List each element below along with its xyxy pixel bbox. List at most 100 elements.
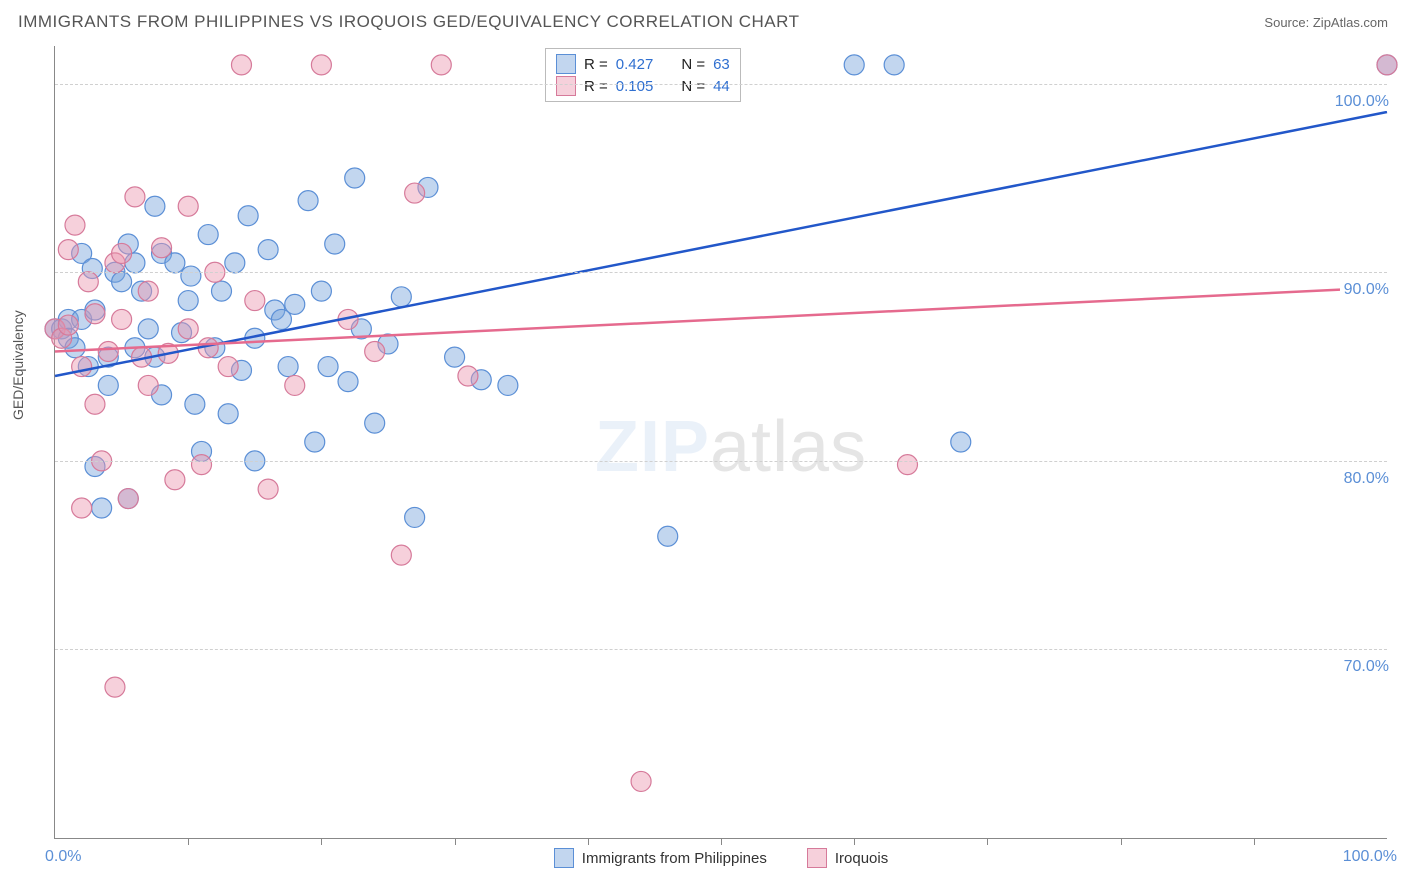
- scatter-point-philippines: [198, 225, 218, 245]
- scatter-point-philippines: [285, 294, 305, 314]
- scatter-point-iroquois: [138, 375, 158, 395]
- scatter-point-iroquois: [118, 489, 138, 509]
- scatter-point-iroquois: [58, 240, 78, 260]
- r-value-philippines: 0.427: [616, 56, 654, 73]
- scatter-point-philippines: [498, 375, 518, 395]
- y-axis-title: GED/Equivalency: [10, 310, 26, 420]
- scatter-point-iroquois: [405, 183, 425, 203]
- scatter-point-iroquois: [458, 366, 478, 386]
- scatter-point-iroquois: [65, 215, 85, 235]
- scatter-point-philippines: [338, 372, 358, 392]
- x-axis-tick: [1254, 838, 1255, 845]
- scatter-point-iroquois: [431, 55, 451, 75]
- scatter-point-iroquois: [72, 357, 92, 377]
- scatter-point-philippines: [844, 55, 864, 75]
- scatter-point-iroquois: [72, 498, 92, 518]
- chart-title: IMMIGRANTS FROM PHILIPPINES VS IROQUOIS …: [18, 12, 799, 32]
- scatter-point-iroquois: [178, 319, 198, 339]
- scatter-point-philippines: [445, 347, 465, 367]
- scatter-point-iroquois: [125, 187, 145, 207]
- scatter-point-philippines: [298, 191, 318, 211]
- gridline-h: [55, 272, 1387, 273]
- swatch-blue-icon: [554, 848, 574, 868]
- trend-line-philippines: [55, 112, 1387, 376]
- x-axis-tick: [188, 838, 189, 845]
- stats-legend-box: R = 0.427 N = 63 R = 0.105 N = 44: [545, 48, 741, 102]
- x-axis-tick: [455, 838, 456, 845]
- scatter-point-iroquois: [285, 375, 305, 395]
- scatter-point-iroquois: [165, 470, 185, 490]
- scatter-point-iroquois: [231, 55, 251, 75]
- x-axis-tick: [1121, 838, 1122, 845]
- scatter-point-iroquois: [138, 281, 158, 301]
- scatter-point-philippines: [365, 413, 385, 433]
- scatter-point-philippines: [318, 357, 338, 377]
- scatter-point-philippines: [345, 168, 365, 188]
- scatter-point-philippines: [185, 394, 205, 414]
- scatter-point-philippines: [305, 432, 325, 452]
- legend-item-iroquois: Iroquois: [807, 848, 888, 868]
- source-attribution: Source: ZipAtlas.com: [1264, 15, 1388, 30]
- x-axis-tick: [721, 838, 722, 845]
- stats-row-philippines: R = 0.427 N = 63: [556, 53, 730, 75]
- chart-plot-area: R = 0.427 N = 63 R = 0.105 N = 44 ZIPatl…: [54, 46, 1387, 839]
- x-axis-tick: [854, 838, 855, 845]
- scatter-point-philippines: [884, 55, 904, 75]
- scatter-point-iroquois: [897, 455, 917, 475]
- gridline-h: [55, 84, 1387, 85]
- scatter-point-philippines: [218, 404, 238, 424]
- n-value-iroquois: 44: [713, 78, 730, 95]
- scatter-point-iroquois: [85, 304, 105, 324]
- swatch-pink-icon: [807, 848, 827, 868]
- scatter-plot-svg: [55, 46, 1387, 838]
- scatter-point-iroquois: [311, 55, 331, 75]
- swatch-blue-icon: [556, 54, 576, 74]
- scatter-point-iroquois: [112, 309, 132, 329]
- scatter-point-iroquois: [365, 341, 385, 361]
- scatter-point-philippines: [238, 206, 258, 226]
- legend-label-philippines: Immigrants from Philippines: [582, 850, 767, 867]
- scatter-point-philippines: [325, 234, 345, 254]
- r-label: R =: [584, 78, 608, 95]
- x-axis-tick: [588, 838, 589, 845]
- scatter-point-philippines: [112, 272, 132, 292]
- scatter-point-iroquois: [78, 272, 98, 292]
- scatter-point-iroquois: [112, 243, 132, 263]
- scatter-point-philippines: [98, 375, 118, 395]
- scatter-point-philippines: [178, 291, 198, 311]
- y-axis-tick-label: 100.0%: [1331, 93, 1393, 111]
- source-name: ZipAtlas.com: [1313, 15, 1388, 30]
- swatch-pink-icon: [556, 76, 576, 96]
- scatter-point-iroquois: [178, 196, 198, 216]
- x-axis-tick: [321, 838, 322, 845]
- scatter-point-philippines: [391, 287, 411, 307]
- series-legend: Immigrants from Philippines Iroquois: [55, 848, 1387, 868]
- scatter-point-iroquois: [218, 357, 238, 377]
- source-label: Source:: [1264, 15, 1309, 30]
- scatter-point-philippines: [278, 357, 298, 377]
- n-value-philippines: 63: [713, 56, 730, 73]
- legend-label-iroquois: Iroquois: [835, 850, 888, 867]
- chart-header: IMMIGRANTS FROM PHILIPPINES VS IROQUOIS …: [18, 12, 1388, 32]
- scatter-point-philippines: [311, 281, 331, 301]
- scatter-point-philippines: [658, 526, 678, 546]
- y-axis-tick-label: 70.0%: [1340, 658, 1393, 676]
- scatter-point-iroquois: [391, 545, 411, 565]
- scatter-point-philippines: [138, 319, 158, 339]
- gridline-h: [55, 649, 1387, 650]
- scatter-point-iroquois: [105, 677, 125, 697]
- n-label: N =: [681, 56, 705, 73]
- scatter-point-iroquois: [1377, 55, 1397, 75]
- x-axis-tick: [987, 838, 988, 845]
- scatter-point-iroquois: [85, 394, 105, 414]
- scatter-point-philippines: [225, 253, 245, 273]
- scatter-point-philippines: [92, 498, 112, 518]
- scatter-point-iroquois: [192, 455, 212, 475]
- scatter-point-iroquois: [58, 315, 78, 335]
- scatter-point-philippines: [212, 281, 232, 301]
- scatter-point-philippines: [181, 266, 201, 286]
- scatter-point-iroquois: [152, 238, 172, 258]
- y-axis-tick-label: 80.0%: [1340, 470, 1393, 488]
- scatter-point-philippines: [951, 432, 971, 452]
- scatter-point-iroquois: [258, 479, 278, 499]
